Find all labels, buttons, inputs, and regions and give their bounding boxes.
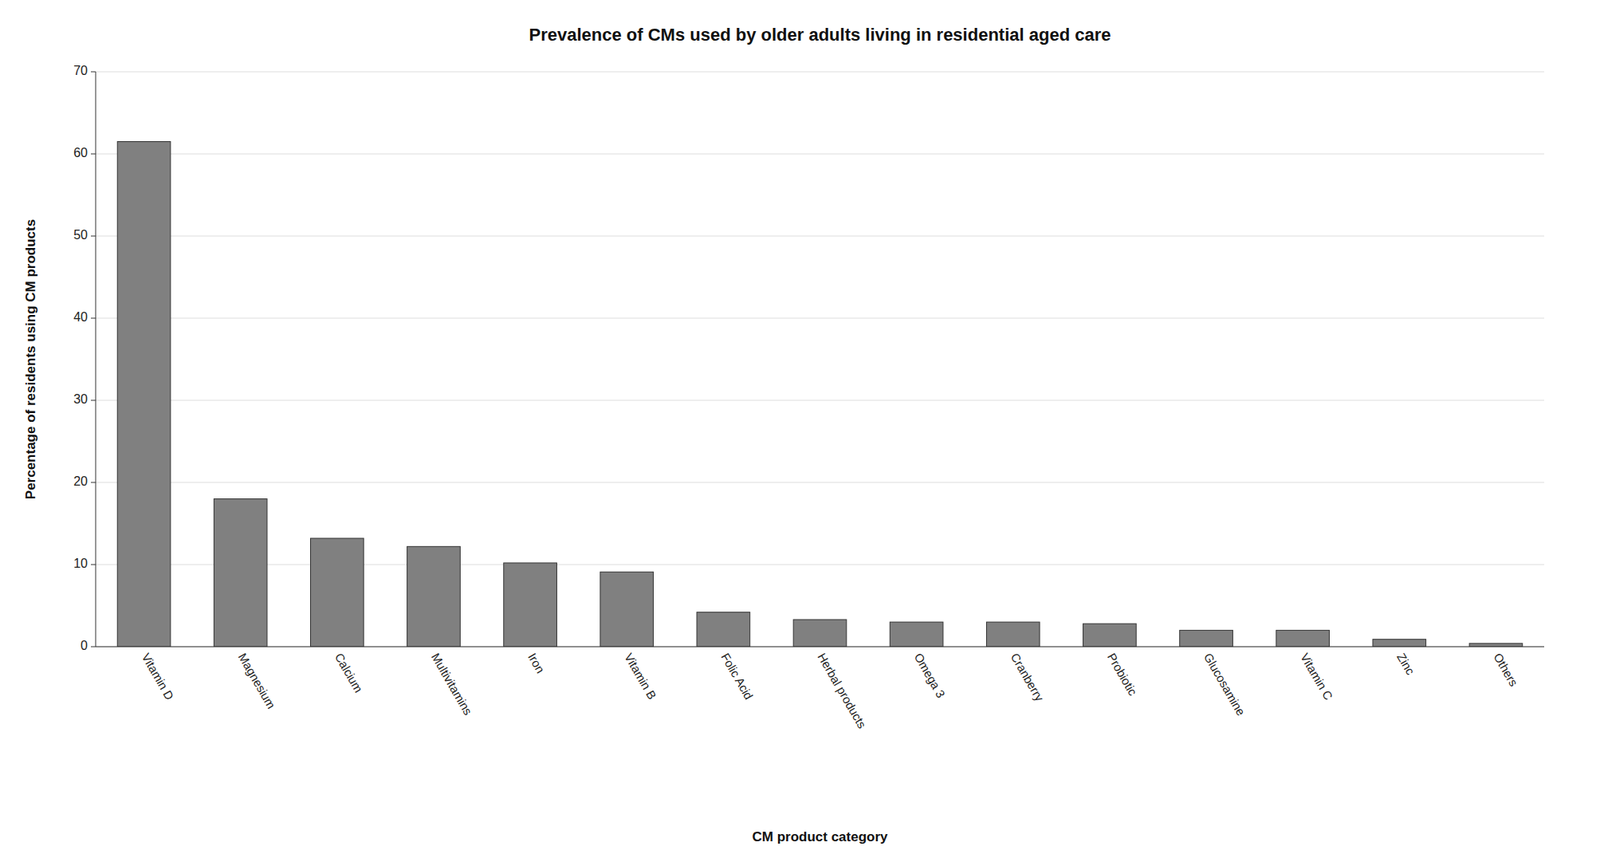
y-axis-label: Percentage of residents using CM product…	[23, 219, 39, 500]
x-tick-label: Vitamin C	[1297, 650, 1336, 703]
y-tick	[90, 482, 96, 484]
chart-container: 0 10 20 30 40 50 60 70 Vitamin D Magnesium Calcium…	[0, 0, 1600, 862]
bar	[1372, 639, 1427, 647]
bar	[1276, 629, 1330, 647]
bars	[117, 141, 1522, 647]
bar	[310, 538, 365, 647]
bar	[600, 571, 654, 647]
grid-line	[95, 153, 1545, 155]
axes: 0 10 20 30 40 50 60 70 Vitamin D Magnesium Calcium…	[73, 63, 1545, 731]
chart-svg: 0 10 20 30 40 50 60 70 Vitamin D Magnesium Calcium…	[0, 0, 1600, 862]
title: Prevalence of CMs used by older adults l…	[529, 24, 1112, 45]
y-tick-label: 0	[80, 638, 88, 653]
bar	[407, 546, 461, 647]
bar	[1179, 629, 1234, 647]
bar	[503, 562, 558, 647]
y-tick-label: 30	[73, 392, 88, 406]
y-tick	[90, 646, 96, 648]
y-tick-label: 20	[73, 474, 88, 488]
x-tick-label: Folic Acid	[718, 650, 756, 702]
y-tick-label: 10	[73, 556, 88, 571]
bar	[986, 621, 1040, 647]
y-tick-label: 50	[73, 228, 88, 242]
y-tick	[90, 235, 96, 237]
y-tick	[90, 400, 96, 401]
bar	[1469, 643, 1523, 647]
grid	[95, 71, 1545, 647]
x-axis-label: CM product category	[751, 829, 889, 845]
x-tick-label: Calcium	[332, 650, 366, 695]
x-tick-label: Herbal products	[814, 650, 869, 731]
x-tick-label: Omega 3	[912, 650, 949, 700]
x-tick-label: Magnesium	[235, 650, 279, 712]
grid-line	[95, 318, 1545, 319]
y-tick-label: 40	[73, 310, 88, 324]
x-tick-label: Glucosamine	[1201, 650, 1248, 718]
bar	[117, 141, 171, 647]
bar	[1083, 623, 1137, 647]
y-tick-label: 70	[73, 63, 88, 78]
x-tick-label: Vitamin B	[621, 650, 660, 702]
y-tick-label: 60	[73, 145, 88, 160]
grid-line	[95, 482, 1545, 484]
x-tick-label: Cranberry	[1008, 650, 1047, 704]
y-tick	[90, 318, 96, 319]
x-tick-label: Vitamin D	[139, 650, 177, 703]
grid-line	[95, 71, 1545, 73]
bar	[696, 612, 751, 647]
y-axis-line	[95, 71, 97, 647]
y-tick	[90, 564, 96, 566]
bar	[213, 499, 268, 647]
x-tick-label: Others	[1490, 650, 1521, 688]
grid-line	[95, 400, 1545, 401]
grid-line	[95, 235, 1545, 237]
x-tick-label: Zinc	[1394, 650, 1418, 677]
x-axis-line	[95, 646, 1545, 648]
x-tick-label: Probiotic	[1104, 650, 1141, 698]
y-tick	[90, 153, 96, 155]
bar	[793, 619, 847, 647]
x-tick-label: Multivitamins	[428, 650, 476, 718]
bar	[889, 621, 944, 647]
y-tick	[90, 71, 96, 73]
x-tick-label: Iron	[525, 650, 548, 676]
grid-line	[95, 646, 1545, 648]
